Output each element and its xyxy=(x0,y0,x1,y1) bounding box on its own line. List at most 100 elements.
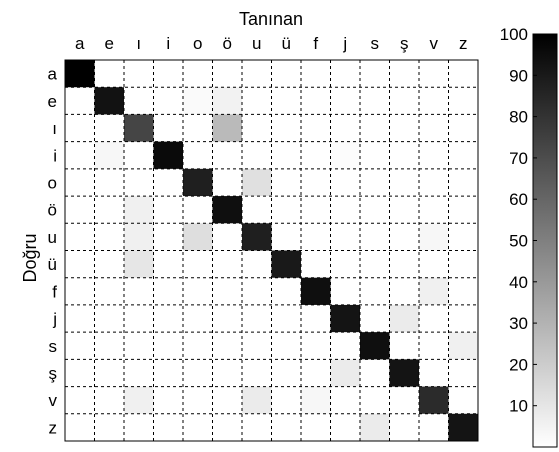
heatmap-cell xyxy=(389,87,420,115)
heatmap-cell xyxy=(389,386,420,415)
x-tick-label: s xyxy=(371,34,380,53)
heatmap-cell xyxy=(65,386,95,415)
colorbar-tick-label: 80 xyxy=(509,108,528,127)
heatmap-cell xyxy=(65,141,95,170)
x-tick-label: ı xyxy=(136,34,141,53)
heatmap-cell xyxy=(271,223,302,251)
heatmap-cell xyxy=(271,413,302,442)
x-tick-label: u xyxy=(252,34,261,53)
heatmap-cell xyxy=(242,413,272,442)
heatmap-cell xyxy=(271,250,302,279)
heatmap-cell xyxy=(419,359,449,388)
heatmap-cell xyxy=(360,87,390,115)
heatmap-cell xyxy=(212,196,243,224)
heatmap-cell xyxy=(153,60,184,88)
heatmap-cell xyxy=(183,277,213,306)
heatmap-cell xyxy=(242,277,272,306)
heatmap-cell xyxy=(65,60,95,88)
heatmap-cell xyxy=(242,196,272,224)
heatmap-cell xyxy=(94,168,125,197)
heatmap-cell xyxy=(419,114,449,143)
heatmap-cell xyxy=(212,359,243,388)
x-tick-label: v xyxy=(430,34,439,53)
colorbar-tick-label: 60 xyxy=(509,190,528,209)
heatmap-cell xyxy=(448,386,479,415)
heatmap-cell xyxy=(330,277,361,306)
y-tick-label: o xyxy=(48,173,57,192)
heatmap-cell xyxy=(183,250,213,279)
heatmap-cell xyxy=(65,277,95,306)
heatmap-cell xyxy=(94,141,125,170)
heatmap-cell xyxy=(301,413,331,442)
heatmap-cell xyxy=(153,87,184,115)
heatmap-cell xyxy=(65,223,95,251)
heatmap-cell xyxy=(124,359,154,388)
heatmap-cell xyxy=(301,359,331,388)
heatmap-cell xyxy=(360,114,390,143)
heatmap-cell xyxy=(330,359,361,388)
heatmap-cell xyxy=(419,332,449,360)
heatmap-cell xyxy=(360,196,390,224)
heatmap-cell xyxy=(271,141,302,170)
heatmap-cell xyxy=(242,223,272,251)
heatmap-cell xyxy=(94,386,125,415)
heatmap-cell xyxy=(301,87,331,115)
heatmap-cell xyxy=(360,223,390,251)
heatmap-cell xyxy=(448,277,479,306)
heatmap-cell xyxy=(212,223,243,251)
heatmap-cell xyxy=(301,196,331,224)
heatmap-cell xyxy=(65,250,95,279)
heatmap-cell xyxy=(153,196,184,224)
heatmap-cell xyxy=(330,87,361,115)
y-tick-label: ı xyxy=(52,119,57,138)
heatmap-cell xyxy=(124,196,154,224)
heatmap-cell xyxy=(271,332,302,360)
heatmap-cell xyxy=(360,304,390,333)
heatmap-cell xyxy=(301,60,331,88)
heatmap-cell xyxy=(124,250,154,279)
heatmap-cell xyxy=(330,332,361,360)
heatmap-cell xyxy=(330,196,361,224)
heatmap-cell xyxy=(183,168,213,197)
y-tick-label: ü xyxy=(48,255,57,274)
heatmap-cell xyxy=(389,60,420,88)
heatmap-cell xyxy=(183,413,213,442)
y-tick-label: a xyxy=(48,65,58,84)
heatmap-cell xyxy=(419,386,449,415)
heatmap-cell xyxy=(94,277,125,306)
heatmap-cell xyxy=(419,413,449,442)
heatmap-cell xyxy=(242,359,272,388)
heatmap-cell xyxy=(183,223,213,251)
heatmap-cell xyxy=(183,304,213,333)
heatmap-cell xyxy=(124,168,154,197)
heatmap-cell xyxy=(360,141,390,170)
heatmap-cell xyxy=(153,168,184,197)
heatmap-cell xyxy=(65,359,95,388)
heatmap-cell xyxy=(448,332,479,360)
heatmap-cell xyxy=(360,168,390,197)
heatmap-cell xyxy=(94,359,125,388)
heatmap-cell xyxy=(212,332,243,360)
heatmap-cell xyxy=(448,223,479,251)
heatmap-cell xyxy=(212,87,243,115)
heatmap-cell xyxy=(153,277,184,306)
y-tick-label: e xyxy=(48,92,57,111)
y-tick-label: v xyxy=(49,391,58,410)
heatmap-cell xyxy=(301,114,331,143)
y-tick-label: s xyxy=(49,337,58,356)
heatmap-cell xyxy=(330,250,361,279)
plot-frame xyxy=(64,59,479,442)
heatmap-cell xyxy=(360,250,390,279)
heatmap-cell xyxy=(212,168,243,197)
heatmap-cell xyxy=(448,168,479,197)
heatmap-cell xyxy=(183,114,213,143)
colorbar-tick-label: 20 xyxy=(509,355,528,374)
y-tick-label: f xyxy=(52,282,57,301)
heatmap-cell xyxy=(65,332,95,360)
heatmap-cell xyxy=(271,114,302,143)
x-axis-title: Tanınan xyxy=(239,9,303,29)
colorbar-tick-label: 70 xyxy=(509,149,528,168)
